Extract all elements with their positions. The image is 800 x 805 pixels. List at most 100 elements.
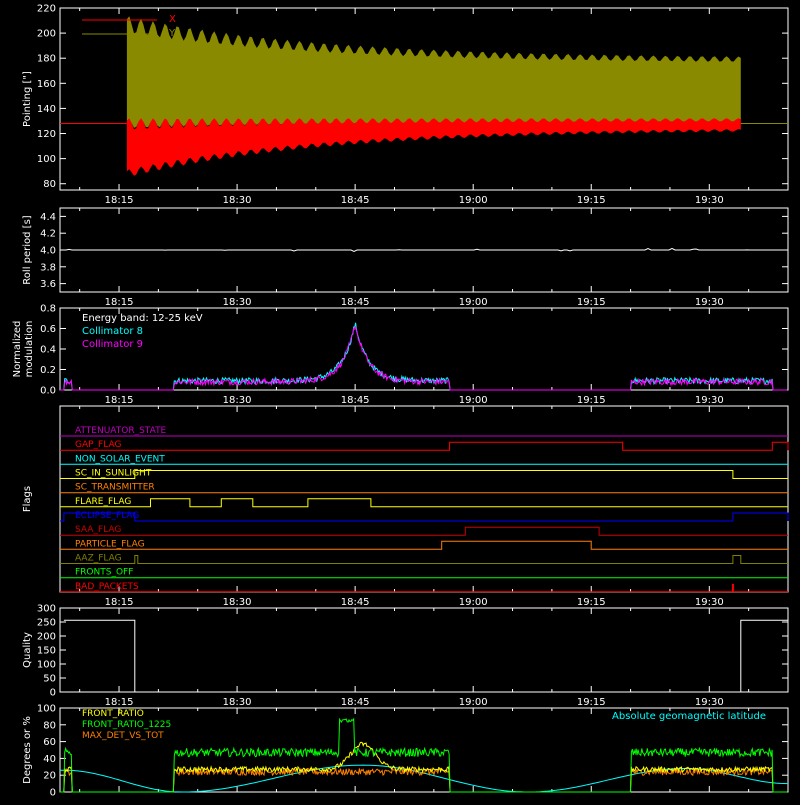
- flag-line-aaz-flag: [60, 555, 788, 564]
- pointing-xtick-label: 18:45: [341, 195, 370, 206]
- quality-line: [63, 619, 788, 693]
- roll_period-xtick-label: 19:30: [695, 297, 724, 308]
- flag-label: FRONTS_OFF: [75, 568, 133, 578]
- flags-xtick-label: 19:00: [459, 597, 488, 608]
- roll_period-ytick-label: 3.6: [40, 279, 56, 290]
- flags-xtick-label: 18:15: [105, 597, 134, 608]
- roll_period-ylabel: Roll period [s]: [22, 215, 33, 284]
- flags-xtick-label: 18:30: [223, 597, 252, 608]
- roll_period-ytick-label: 4.2: [40, 229, 56, 240]
- quality-xtick-label: 18:15: [105, 697, 134, 708]
- front-ratio-line: [60, 741, 788, 793]
- modulation-ytick-label: 0.8: [40, 304, 56, 315]
- flag-label: SC_IN_SUNLIGHT: [75, 469, 152, 479]
- pointing-ytick-label: 160: [37, 79, 56, 90]
- flag-line-sc-in-sunlight: [60, 470, 788, 479]
- pointing-xtick-label: 19:00: [459, 195, 488, 206]
- front_ratio-panel: 0 20 40 60 80 100 Degrees or % FRONT_RATIOFRONT…: [22, 704, 789, 799]
- flag-label: NON_SOLAR_EVENT: [75, 454, 165, 464]
- quality-ytick-label: 200: [37, 632, 56, 643]
- pointing-xtick-label: 18:30: [223, 195, 252, 206]
- roll_period-xtick-label: 18:15: [105, 297, 134, 308]
- roll_period-ytick-label: 4.4: [40, 212, 56, 223]
- flag-line-particle-flag: [60, 540, 788, 550]
- pointing-ytick-label: 200: [37, 29, 56, 40]
- flag-label: ATTENUATOR_STATE: [75, 426, 167, 436]
- roll_period-xtick-label: 19:15: [577, 297, 606, 308]
- legend-front-ratio-1225: FRONT_RATIO_1225: [82, 720, 171, 730]
- flag-line-saa-flag: [60, 526, 788, 536]
- roll_period-xtick-label: 19:00: [459, 297, 488, 308]
- quality-ytick-label: 50: [43, 674, 56, 685]
- modulation-xtick-label: 18:45: [341, 395, 370, 406]
- roll_period-xtick-label: 18:30: [223, 297, 252, 308]
- pointing-xtick-label: 19:30: [695, 195, 724, 206]
- quality-ytick-label: 100: [37, 660, 56, 671]
- geomagnetic-latitude-label: Absolute geomagnetic latitude: [612, 711, 766, 722]
- front_ratio-ytick-label: 60: [43, 737, 56, 748]
- quality-xtick-label: 18:45: [341, 697, 370, 708]
- quality-ylabel: Quality: [22, 632, 33, 668]
- quality-xtick-label: 18:30: [223, 697, 252, 708]
- quality-ytick-label: 150: [37, 646, 56, 657]
- flags-xtick-label: 19:15: [577, 597, 606, 608]
- roll_period-ytick-label: 3.8: [40, 262, 56, 273]
- pointing-ytick-label: 140: [37, 104, 56, 115]
- front_ratio-ytick-label: 80: [43, 720, 56, 731]
- pointing-ytick-label: 80: [43, 179, 56, 190]
- modulation-ytick-label: 0.0: [40, 386, 56, 397]
- quality-xtick-label: 19:00: [459, 697, 488, 708]
- front_ratio-ytick-label: 20: [43, 771, 56, 782]
- flag-line-gap-flag: [60, 441, 789, 451]
- quality-ytick-label: 250: [37, 618, 56, 629]
- front_ratio-ytick-label: 40: [43, 754, 56, 765]
- modulation-xtick-label: 19:00: [459, 395, 488, 406]
- legend-max-det-vs-tot: MAX_DET_VS_TOT: [82, 731, 164, 741]
- modulation-ytick-label: 0.2: [40, 365, 56, 376]
- y-series-band: [126, 16, 741, 128]
- flags-panel: 18:15 18:30 18:45 19:00 19:15 19:30 Flags ATTEN…: [22, 405, 789, 608]
- roll_period-xtick-label: 18:45: [341, 297, 370, 308]
- front-ratio-1225-line: [60, 717, 788, 793]
- legend-front-ratio: FRONT_RATIO: [82, 709, 144, 719]
- pointing-xtick-label: 19:15: [577, 195, 606, 206]
- modulation-xtick-label: 19:15: [577, 395, 606, 406]
- legend-collimator-9: Collimator 9: [82, 339, 143, 350]
- quality-axis-frame: [59, 607, 789, 693]
- modulation-xtick-label: 18:15: [105, 395, 134, 406]
- quality-xtick-label: 19:15: [577, 697, 606, 708]
- max-det-vs-tot-line: [60, 766, 788, 793]
- pointing-ytick-label: 100: [37, 154, 56, 165]
- flag-line-eclipse-flag: [60, 512, 789, 522]
- flag-label: ECLIPSE_FLAG: [75, 511, 139, 521]
- flags-ylabel: Flags: [22, 486, 33, 512]
- modulation-ytick-label: 0.6: [40, 324, 56, 335]
- roll_period-ytick-label: 4.0: [40, 246, 56, 257]
- modulation-ytick-label: 0.4: [40, 345, 56, 356]
- collimator-9-line: [60, 326, 788, 391]
- modulation-xtick-label: 18:30: [223, 395, 252, 406]
- flags-xtick-label: 19:30: [695, 597, 724, 608]
- legend-y-label: Y: [168, 28, 176, 39]
- quality-ytick-label: 300: [37, 604, 56, 615]
- quality-ytick-label: 0: [50, 688, 56, 699]
- quality-xtick-label: 19:30: [695, 697, 724, 708]
- front_ratio-ylabel: Degrees or %: [22, 716, 33, 784]
- flag-label: SC_TRANSMITTER: [75, 483, 155, 493]
- flag-label: AAZ_FLAG: [75, 554, 122, 564]
- modulation-ylabel: modulation: [24, 321, 35, 378]
- flag-line-flare-flag: [60, 498, 788, 508]
- roll_period-panel: 18:15 18:30 18:45 19:00 19:15 19:30 3.6 3.8 4.0 4…: [22, 207, 789, 308]
- pointing-xtick-label: 18:15: [105, 195, 134, 206]
- modulation-xtick-label: 19:30: [695, 395, 724, 406]
- modulation-ylabel: Normalized: [12, 321, 23, 378]
- legend-x-label: X: [169, 14, 176, 25]
- pointing-ytick-label: 120: [37, 129, 56, 140]
- pointing-axis-frame: [59, 7, 789, 191]
- flag-label: GAP_FLAG: [75, 440, 121, 450]
- quality-panel: 18:15 18:30 18:45 19:00 19:15 19:30 0 50 100 150 2…: [22, 604, 789, 708]
- front_ratio-axis-frame: [59, 707, 789, 793]
- roll-period-line: [60, 247, 786, 252]
